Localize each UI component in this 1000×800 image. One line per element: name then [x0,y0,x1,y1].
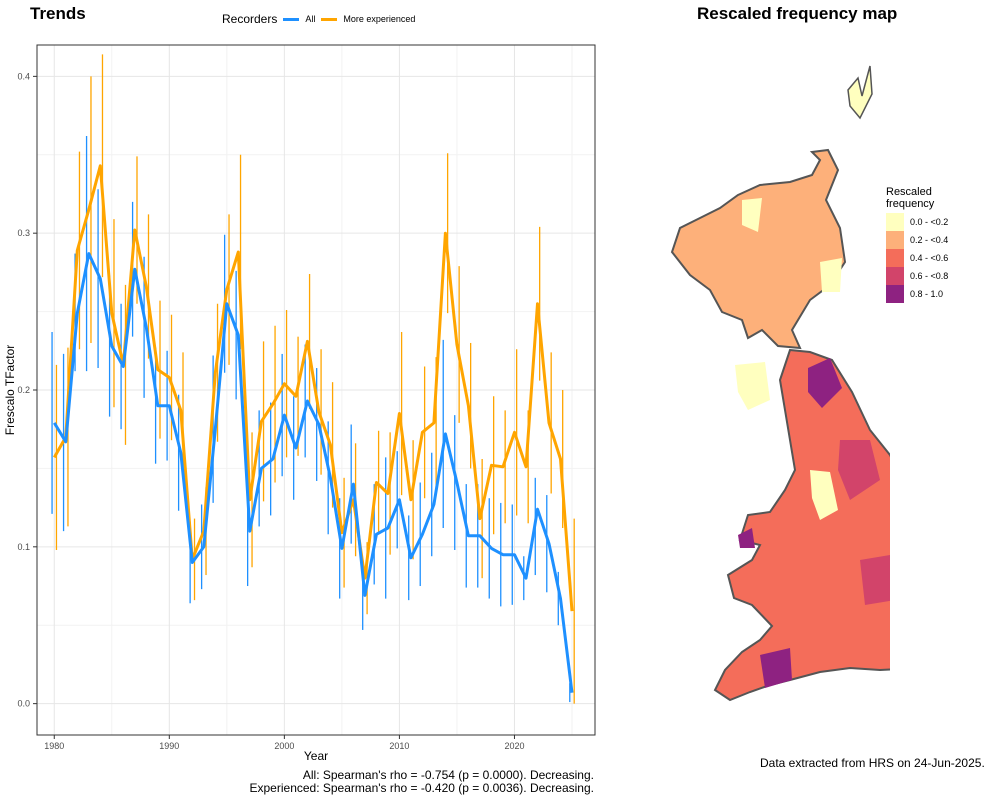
legend-label-all: All [305,14,316,24]
frequency-map [670,65,890,702]
y-axis-label: Frescalo TFactor [3,345,17,435]
series-line-all [53,252,574,693]
map-region-england-wales [713,348,890,702]
y-tick-label: 0.1 [17,542,30,552]
x-tick-label: 2010 [389,741,409,751]
map-legend: Rescaled frequency 0.0 - <0.2 0.2 - <0.4… [886,186,948,303]
map-patch-low [735,198,842,520]
legend-label-experienced: More experienced [343,14,416,24]
x-tick-label: 1990 [159,741,179,751]
map-region-northern-isles [847,65,873,120]
map-patch-mid-high [838,440,890,605]
map-legend-row: 0.8 - 1.0 [886,285,948,303]
map-legend-label: 0.6 - <0.8 [910,271,949,281]
map-legend-row: 0.6 - <0.8 [886,267,948,285]
legend-title: Recorders [222,12,278,26]
series-line-experienced [52,164,574,612]
y-tick-label: 0.2 [17,385,30,395]
map-legend-row: 0.4 - <0.6 [886,249,948,267]
x-axis-label: Year [304,749,328,763]
trends-chart: 0.0 0.1 0.2 0.3 0.4 1980 1990 2000 2010 2020 Year… [3,44,596,763]
x-tick-label: 2020 [504,741,524,751]
map-legend-title-line1: Rescaled [886,186,932,198]
y-tick-label: 0.3 [17,228,30,238]
legend-swatch-experienced [321,17,338,21]
y-tick-label: 0.0 [17,699,30,709]
map-legend-label: 0.4 - <0.6 [910,253,949,263]
map-legend-row: 0.2 - <0.4 [886,231,948,249]
legend-swatch-all [283,17,300,21]
map-patch-high [738,358,842,688]
stats-all: All: Spearman's rho = -0.754 (p = 0.0000… [302,768,594,782]
map-legend-label: 0.8 - 1.0 [910,289,944,299]
source-note: Data extracted from HRS on 24-Jun-2025. [760,756,985,770]
chart-legend: Recorders All More experienced [222,12,415,26]
map-legend-row: 0.0 - <0.2 [886,213,948,231]
map-title: Rescaled frequency map [697,4,898,23]
trends-title: Trends [30,4,86,23]
map-legend-title-line2: frequency [886,198,935,210]
map-legend-label: 0.0 - <0.2 [910,217,949,227]
x-tick-label: 1980 [44,741,64,751]
y-tick-label: 0.4 [17,71,30,81]
x-tick-label: 2000 [274,741,294,751]
map-region-scotland [670,148,847,350]
stats-experienced: Experienced: Spearman's rho = -0.420 (p … [249,781,595,795]
map-legend-label: 0.2 - <0.4 [910,235,949,245]
